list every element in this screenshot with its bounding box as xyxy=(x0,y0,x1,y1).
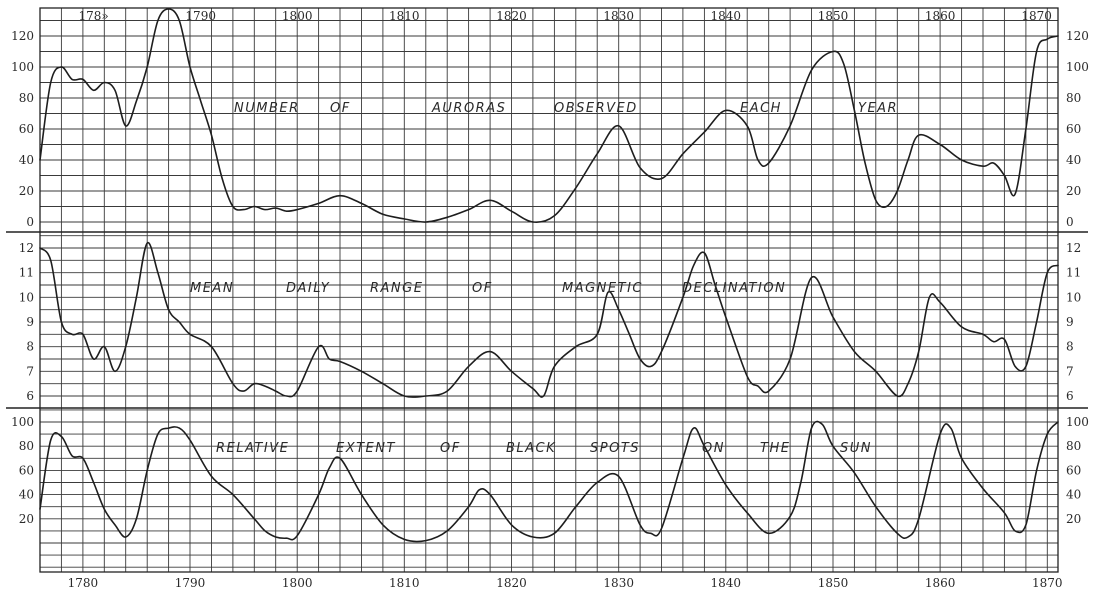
y-tick-label-left: 60 xyxy=(19,463,34,477)
panel-title-word: BLACK xyxy=(506,441,556,456)
y-tick-label-left: 80 xyxy=(19,439,34,453)
x-tick-label-top: 1810 xyxy=(389,9,420,23)
series-line-3 xyxy=(39,420,1059,543)
y-tick-label-left: 120 xyxy=(11,29,34,43)
x-tick-label-bottom: 1820 xyxy=(496,576,527,590)
y-tick-label-right: 0 xyxy=(1066,215,1074,229)
y-tick-label-right: 60 xyxy=(1066,463,1081,477)
y-tick-label-left: 40 xyxy=(19,153,34,167)
x-tick-label-top: 1860 xyxy=(925,9,956,23)
x-tick-label-bottom: 1850 xyxy=(818,576,849,590)
y-tick-label-left: 9 xyxy=(26,315,34,329)
y-tick-label-left: 40 xyxy=(19,488,34,502)
x-tick-label-bottom: 1800 xyxy=(282,576,313,590)
y-tick-label-left: 7 xyxy=(26,364,34,378)
panel-title-word: OF xyxy=(472,281,493,296)
panel-title-word: MEAN xyxy=(190,281,234,296)
y-tick-label-left: 20 xyxy=(19,512,34,526)
x-tick-label-top: 1840 xyxy=(711,9,742,23)
x-tick-label-bottom: 1780 xyxy=(68,576,99,590)
y-tick-label-left: 100 xyxy=(11,60,34,74)
grid xyxy=(39,8,1058,572)
x-tick-label-bottom: 1830 xyxy=(603,576,634,590)
y-tick-label-left: 80 xyxy=(19,91,34,105)
x-tick-label-top: 1800 xyxy=(282,9,313,23)
curves xyxy=(39,8,1059,543)
y-tick-label-right: 8 xyxy=(1066,340,1074,354)
x-tick-label-top: 178» xyxy=(78,9,108,23)
x-tick-label-bottom: 1860 xyxy=(925,576,956,590)
series-line-2 xyxy=(39,241,1059,398)
y-tick-label-left: 12 xyxy=(19,241,34,255)
y-tick-label-right: 20 xyxy=(1066,184,1081,198)
panel-title-word: RANGE xyxy=(370,281,423,296)
y-tick-label-right: 40 xyxy=(1066,153,1081,167)
panel-title-word: NUMBER xyxy=(234,101,300,116)
chart-frame xyxy=(39,7,1059,573)
y-tick-label-right: 6 xyxy=(1066,389,1074,403)
y-tick-label-right: 120 xyxy=(1066,29,1089,43)
x-tick-label-top: 1820 xyxy=(496,9,527,23)
panel-title-word: OBSERVED xyxy=(554,101,638,116)
y-tick-label-left: 100 xyxy=(11,415,34,429)
y-tick-label-right: 40 xyxy=(1066,488,1081,502)
x-tick-label-top: 1870 xyxy=(1021,9,1052,23)
x-tick-label-bottom: 1870 xyxy=(1032,576,1063,590)
panel-title-word: RELATIVE xyxy=(216,441,289,456)
y-tick-label-right: 7 xyxy=(1066,364,1074,378)
y-tick-label-right: 11 xyxy=(1066,266,1081,280)
y-tick-label-right: 60 xyxy=(1066,122,1081,136)
y-tick-label-left: 11 xyxy=(19,266,34,280)
panel-title-word: EXTENT xyxy=(336,441,396,456)
x-tick-label-bottom: 1840 xyxy=(711,576,742,590)
panel-title-word: MAGNETIC xyxy=(562,281,643,296)
y-tick-label-right: 9 xyxy=(1066,315,1074,329)
y-tick-label-left: 8 xyxy=(26,340,34,354)
panel-title-word: DECLINATION xyxy=(682,281,786,296)
x-tick-label-top: 1850 xyxy=(818,9,849,23)
panel-title-word: THE xyxy=(760,441,790,456)
panel-title-word: OF xyxy=(330,101,351,116)
y-tick-label-right: 20 xyxy=(1066,512,1081,526)
y-tick-label-right: 10 xyxy=(1066,290,1081,304)
y-tick-label-left: 10 xyxy=(19,290,34,304)
series-line-1 xyxy=(39,8,1059,223)
panel-title-word: EACH xyxy=(740,101,782,116)
frame xyxy=(6,7,1088,573)
panel-title-word: SPOTS xyxy=(590,441,640,456)
labels: 120 100 80 60 40 20 0 120 100 80 60 40 20 0 NUMBER OF AU… xyxy=(11,9,1089,590)
x-tick-label-top: 1830 xyxy=(603,9,634,23)
x-tick-label-bottom: 1790 xyxy=(175,576,206,590)
y-tick-label-left: 60 xyxy=(19,122,34,136)
x-tick-label-top: 1790 xyxy=(185,9,216,23)
y-tick-label-left: 20 xyxy=(19,184,34,198)
y-tick-label-right: 100 xyxy=(1066,60,1089,74)
y-tick-label-right: 12 xyxy=(1066,241,1081,255)
x-tick-label-bottom: 1810 xyxy=(389,576,420,590)
y-tick-label-right: 80 xyxy=(1066,439,1081,453)
y-tick-label-left: 6 xyxy=(26,389,34,403)
panel-title-word: ON xyxy=(702,441,725,456)
panel-title-word: SUN xyxy=(840,441,872,456)
panel-title-word: DAILY xyxy=(286,281,330,296)
y-tick-label-left: 0 xyxy=(26,215,34,229)
y-tick-label-right: 100 xyxy=(1066,415,1089,429)
panel-title-word: YEAR xyxy=(858,101,898,116)
panel-title-word: AURORAS xyxy=(431,101,506,116)
panel-title-word: OF xyxy=(440,441,461,456)
y-tick-label-right: 80 xyxy=(1066,91,1081,105)
